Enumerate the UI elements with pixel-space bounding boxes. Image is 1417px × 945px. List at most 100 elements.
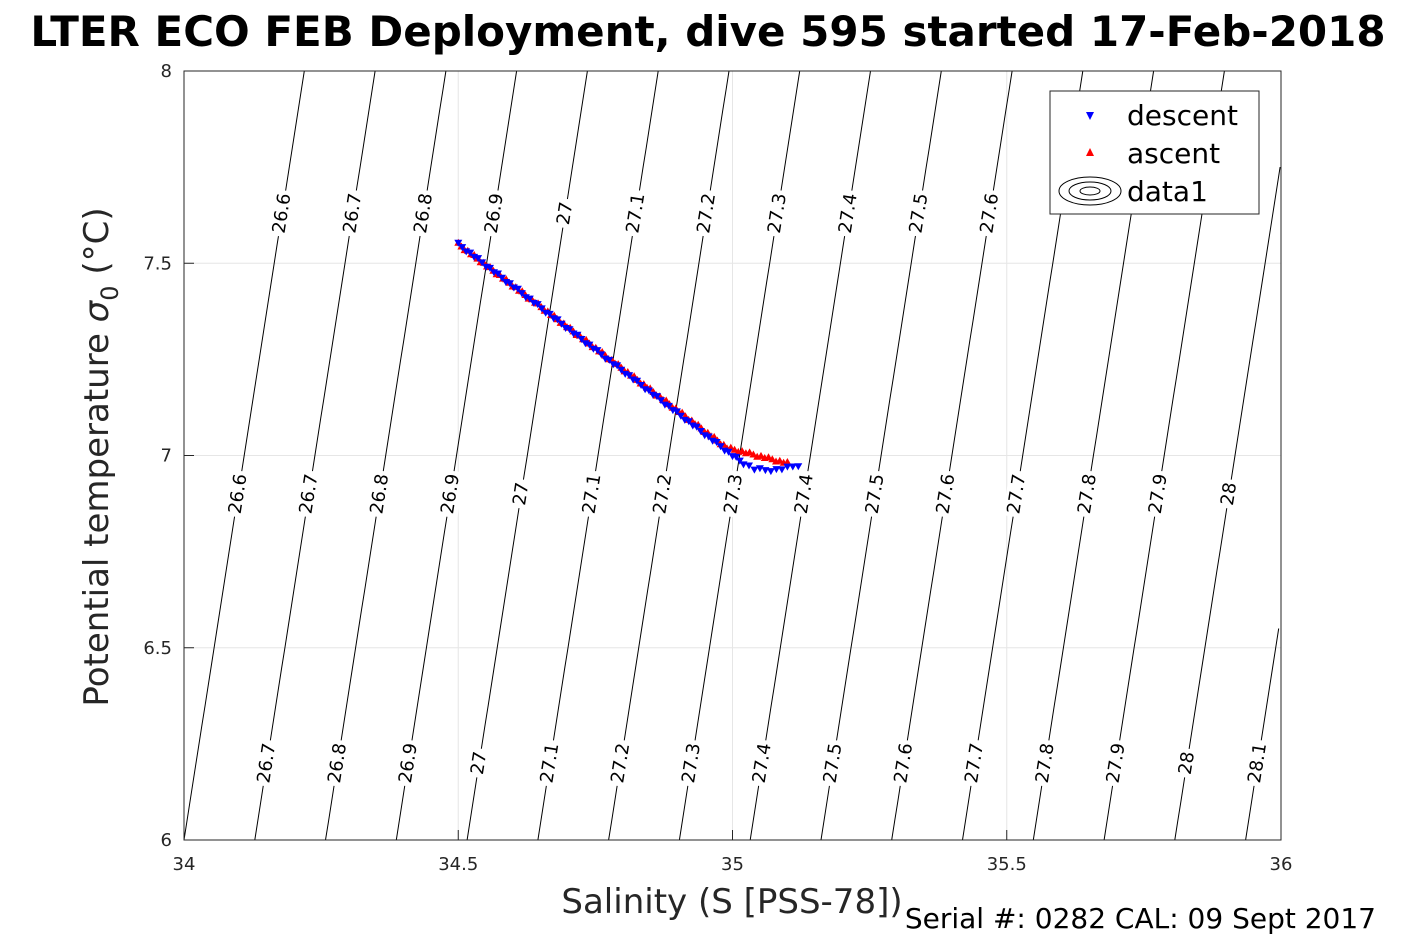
x-tick-label: 35 bbox=[721, 854, 744, 875]
contour-label-bg bbox=[692, 188, 721, 238]
legend-ascent-label: ascent bbox=[1127, 137, 1220, 170]
descent-point bbox=[712, 439, 721, 446]
descent-point bbox=[637, 382, 646, 389]
descent-point bbox=[533, 301, 542, 309]
y-axis-label-main: Potential temperature bbox=[77, 322, 117, 706]
y-tick-label: 7 bbox=[161, 446, 172, 467]
descent-point bbox=[525, 295, 534, 303]
contour-label-bg bbox=[252, 738, 281, 788]
descent-series bbox=[454, 239, 803, 476]
descent-point bbox=[653, 393, 661, 401]
descent-point bbox=[735, 457, 744, 465]
y-axis-label-unit: (°C) bbox=[77, 207, 117, 285]
descent-point bbox=[664, 402, 673, 410]
descent-point bbox=[577, 336, 586, 343]
ascent-point bbox=[749, 450, 758, 458]
contour-label-bg bbox=[834, 188, 863, 238]
y-tick-label: 7.5 bbox=[143, 253, 172, 274]
descent-point bbox=[772, 466, 781, 474]
contour-label-bg bbox=[338, 188, 367, 238]
contour-label-bg bbox=[365, 469, 394, 519]
descent-point bbox=[625, 372, 634, 380]
density-contour bbox=[1245, 628, 1280, 841]
contour-label-bg bbox=[1073, 469, 1102, 519]
descent-point bbox=[696, 428, 705, 435]
descent-point bbox=[755, 465, 764, 473]
contour-label: 27 bbox=[553, 200, 577, 226]
contour-label-bg bbox=[677, 738, 706, 788]
contour-label-bg bbox=[224, 469, 253, 519]
y-axis-label-symbol: σ bbox=[77, 299, 117, 322]
descent-point bbox=[684, 418, 693, 426]
contour-label-bg bbox=[578, 469, 606, 519]
contour-label: 27 bbox=[509, 481, 533, 507]
descent-point bbox=[692, 423, 701, 431]
contour-label-bg bbox=[932, 469, 960, 519]
descent-point bbox=[585, 341, 594, 349]
x-tick-label: 34 bbox=[173, 854, 196, 875]
contour-label-bg bbox=[1031, 738, 1060, 788]
contour-label-bg bbox=[819, 738, 847, 788]
contour-label-bg bbox=[268, 188, 296, 238]
chart-title: LTER ECO FEB Deployment, dive 595 starte… bbox=[30, 7, 1385, 56]
contour-label-bg bbox=[466, 747, 492, 779]
x-tick-label: 35.5 bbox=[987, 854, 1027, 875]
contour-label-bg bbox=[535, 738, 564, 788]
descent-point bbox=[645, 387, 653, 395]
descent-point bbox=[494, 270, 502, 278]
descent-point bbox=[777, 466, 786, 474]
contour-label: 27 bbox=[467, 750, 491, 776]
legend-descent-marker bbox=[1086, 112, 1094, 120]
descent-point bbox=[593, 347, 602, 355]
descent-point bbox=[478, 259, 487, 267]
contour-label-bg bbox=[1002, 469, 1031, 519]
descent-point bbox=[466, 249, 475, 257]
contour-label-bg bbox=[763, 188, 792, 238]
descent-point bbox=[537, 305, 546, 313]
serial-cal-footer: Serial #: 0282 CAL: 09 Sept 2017 bbox=[905, 902, 1376, 935]
descent-point bbox=[545, 310, 554, 318]
descent-point bbox=[605, 356, 614, 364]
contour-label-bg bbox=[295, 469, 323, 519]
contour-label-bg bbox=[861, 469, 890, 519]
descent-point bbox=[517, 290, 526, 298]
descent-point bbox=[498, 274, 506, 282]
descent-point bbox=[633, 377, 642, 385]
x-tick-label: 36 bbox=[1270, 854, 1293, 875]
descent-point bbox=[745, 462, 753, 470]
descent-point bbox=[513, 285, 522, 293]
contour-label-bg bbox=[508, 477, 534, 510]
contour-label: 28 bbox=[1217, 481, 1241, 507]
y-axis-ticks: 6 6.5 7 7.5 8 bbox=[143, 61, 194, 851]
descent-point bbox=[553, 316, 562, 324]
legend-data1-label: data1 bbox=[1127, 175, 1208, 208]
contour-label-bg bbox=[409, 188, 438, 238]
x-tick-label: 34.5 bbox=[438, 854, 478, 875]
contour-labels: 26.626.626.726.726.726.826.826.826.926.9… bbox=[224, 188, 1272, 788]
descent-point bbox=[672, 408, 681, 416]
x-axis-label: Salinity (S [PSS-78]) bbox=[561, 882, 902, 922]
y-axis-label: Potential temperature σ0 (°C) bbox=[77, 207, 124, 706]
ascent-point bbox=[745, 448, 754, 456]
descent-point bbox=[557, 320, 566, 328]
legend: descent ascent data1 bbox=[1049, 90, 1260, 215]
contour-label-bg bbox=[905, 188, 933, 238]
descent-point bbox=[474, 255, 483, 263]
ascent-point bbox=[738, 447, 747, 455]
descent-point bbox=[565, 326, 574, 334]
contour-label-bg bbox=[960, 738, 989, 788]
contour-label-bg bbox=[719, 469, 748, 519]
descent-point bbox=[573, 331, 582, 339]
legend-contour-icon bbox=[1058, 176, 1122, 206]
descent-point bbox=[766, 468, 775, 476]
legend-ascent-marker bbox=[1086, 148, 1094, 156]
y-tick-label: 6 bbox=[161, 830, 172, 851]
descent-point bbox=[657, 397, 665, 405]
x-axis-ticks: 34 34.5 35 35.5 36 bbox=[173, 830, 1293, 875]
legend-descent-label: descent bbox=[1127, 99, 1238, 132]
contour-label-bg bbox=[1174, 747, 1200, 780]
contour-label-bg bbox=[1144, 469, 1173, 519]
contour-label: 28 bbox=[1175, 750, 1199, 776]
y-axis-label-subscript: 0 bbox=[96, 285, 124, 300]
